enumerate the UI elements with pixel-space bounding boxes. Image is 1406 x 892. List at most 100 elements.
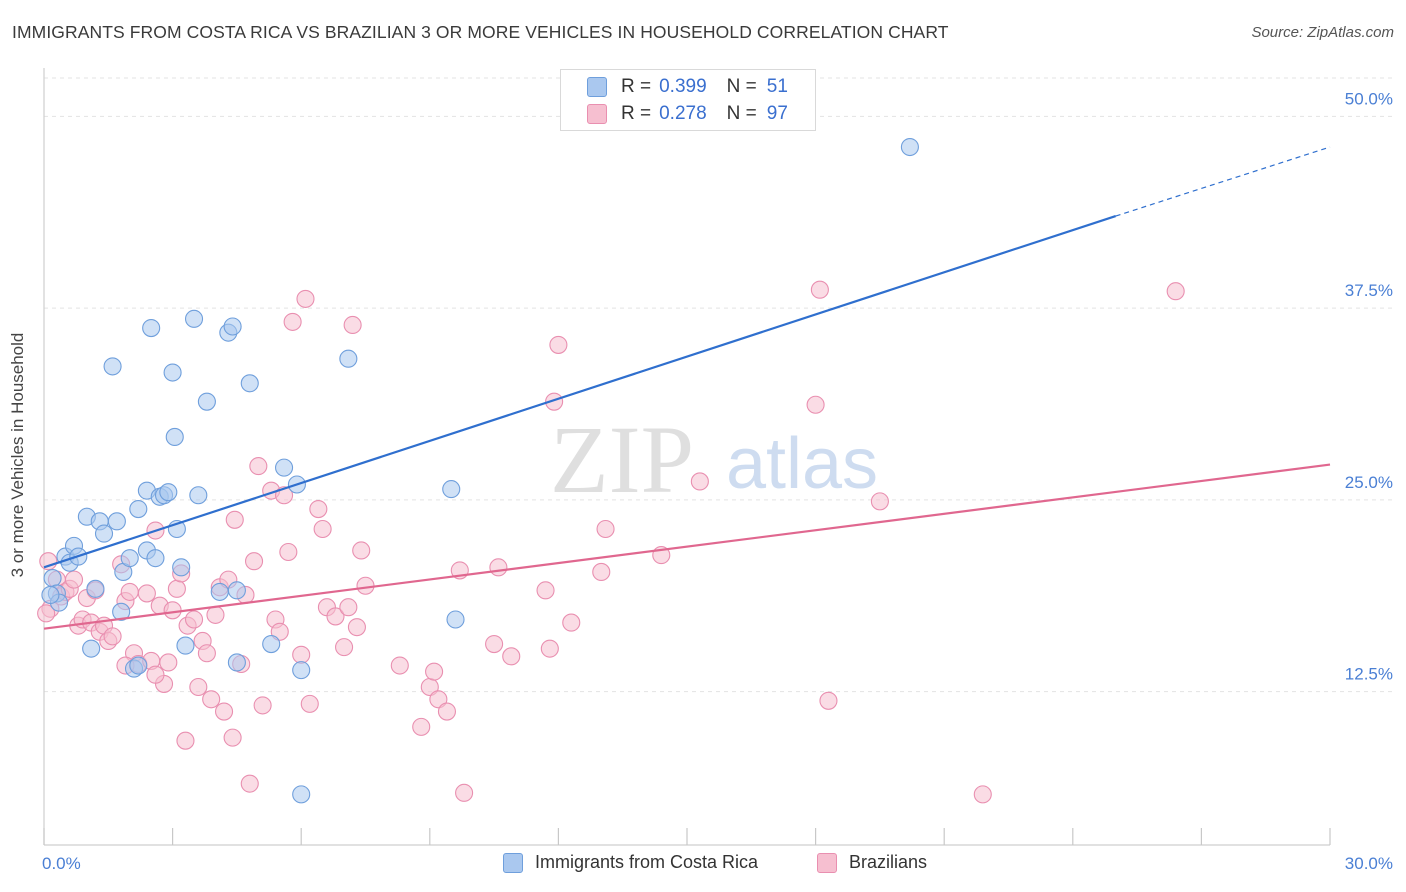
y-tick-label: 12.5%: [1345, 665, 1393, 684]
data-point-brazilian: [292, 645, 311, 664]
data-point-brazilian: [225, 510, 244, 529]
y-tick-label: 50.0%: [1345, 89, 1393, 108]
data-point-brazilian: [37, 604, 56, 623]
data-point-brazilian: [806, 395, 825, 414]
data-point-brazilian: [562, 613, 581, 632]
data-point-brazilian: [536, 581, 555, 600]
data-point-brazilian: [309, 500, 328, 519]
data-point-brazilian: [223, 728, 242, 747]
data-point-brazilian: [244, 552, 264, 571]
data-point-costa-rica: [240, 374, 259, 393]
legend-label: Immigrants from Costa Rica: [535, 852, 759, 872]
data-point-brazilian: [253, 696, 272, 715]
legend-swatch-pink: [817, 852, 837, 873]
data-point-brazilian: [296, 289, 315, 308]
data-point-costa-rica: [227, 653, 246, 672]
legend-swatch-pink: [587, 104, 607, 124]
data-point-brazilian: [356, 576, 375, 595]
data-point-costa-rica: [94, 524, 114, 543]
data-point-costa-rica: [120, 549, 139, 568]
legend-swatch-blue: [587, 77, 607, 97]
trend-lines: [43, 146, 1331, 630]
data-point-brazilian: [425, 662, 444, 681]
data-point-costa-rica: [262, 634, 281, 654]
legend-item-costa-rica[interactable]: Immigrants from Costa Rica: [503, 852, 758, 873]
data-point-brazilian: [189, 677, 208, 697]
data-point-costa-rica: [227, 581, 246, 600]
data-point-brazilian: [120, 582, 139, 601]
legend-r-value: 0.278: [659, 103, 707, 124]
data-point-brazilian: [202, 690, 221, 709]
data-point-costa-rica: [223, 317, 242, 336]
data-point-brazilian: [352, 541, 371, 560]
source-label: Source: ZipAtlas.com: [1251, 24, 1394, 41]
legend-r-value: 0.399: [659, 76, 707, 97]
data-point-brazilian: [214, 702, 234, 721]
data-point-brazilian: [347, 618, 366, 637]
data-point-costa-rica: [197, 392, 216, 411]
trend-line-brazilians: [43, 463, 1331, 630]
data-point-costa-rica: [292, 661, 311, 680]
data-point-brazilian: [1166, 282, 1185, 301]
legend-row-costa-rica: R = 0.399 N = 51: [587, 74, 788, 100]
data-point-brazilian: [437, 702, 456, 721]
data-point-brazilian: [549, 335, 568, 354]
data-point-brazilian: [103, 627, 122, 646]
data-point-brazilian: [313, 519, 332, 539]
data-point-costa-rica: [446, 610, 465, 629]
data-point-brazilian: [283, 312, 302, 331]
data-point-costa-rica: [103, 357, 122, 376]
series-costa-rica: [41, 137, 919, 804]
legend-n-value: 97: [766, 103, 788, 124]
data-point-brazilian: [206, 605, 225, 624]
data-point-brazilian: [390, 656, 409, 675]
data-point-brazilian: [819, 691, 838, 710]
data-point-brazilian: [64, 570, 84, 589]
x-tick-label: 0.0%: [42, 854, 81, 873]
legend-n-value: 51: [766, 76, 788, 97]
data-point-costa-rica: [210, 582, 229, 601]
data-point-costa-rica: [165, 427, 184, 447]
data-point-brazilian: [146, 665, 165, 684]
chart-title: IMMIGRANTS FROM COSTA RICA VS BRAZILIAN …: [12, 22, 949, 42]
legend-label: Brazilians: [849, 852, 928, 872]
data-point-brazilian: [810, 280, 829, 299]
data-point-brazilian: [343, 315, 362, 335]
data-point-brazilian: [973, 785, 992, 804]
data-point-costa-rica: [159, 483, 178, 502]
data-point-brazilian: [545, 392, 564, 411]
series-legend: Immigrants from Costa Rica Brazilians: [0, 852, 1406, 878]
data-point-costa-rica: [292, 785, 311, 804]
data-point-costa-rica: [172, 558, 191, 577]
y-tick-label: 25.0%: [1345, 473, 1393, 492]
legend-row-brazilians: R = 0.278 N = 97: [587, 101, 788, 127]
series-brazilians: [37, 280, 1185, 804]
data-point-brazilian: [184, 610, 204, 629]
data-point-costa-rica: [82, 639, 101, 658]
data-point-costa-rica: [129, 656, 148, 675]
correlation-legend: R = 0.399 N = 51 R = 0.278 N = 97: [560, 69, 816, 131]
trend-line-extension: [1115, 146, 1331, 217]
data-point-brazilian: [279, 542, 298, 562]
data-point-costa-rica: [176, 636, 195, 655]
data-point-brazilian: [412, 717, 431, 736]
watermark-atlas: atlas: [726, 424, 878, 504]
data-point-brazilian: [39, 552, 58, 571]
data-point-brazilian: [596, 519, 615, 539]
data-point-brazilian: [339, 598, 358, 617]
data-point-brazilian: [455, 783, 474, 802]
legend-swatch-blue: [503, 852, 523, 873]
data-point-brazilian: [489, 558, 508, 577]
data-point-brazilian: [335, 638, 354, 657]
data-point-brazilian: [240, 774, 259, 793]
data-point-costa-rica: [189, 486, 208, 505]
data-point-costa-rica: [86, 579, 105, 598]
legend-r-label: R =: [621, 103, 652, 124]
data-point-brazilian: [502, 647, 521, 666]
data-point-brazilian: [300, 694, 319, 713]
data-point-brazilian: [429, 690, 448, 709]
data-point-brazilian: [326, 607, 345, 626]
data-point-costa-rica: [163, 363, 182, 382]
legend-item-brazilians[interactable]: Brazilians: [817, 852, 927, 873]
